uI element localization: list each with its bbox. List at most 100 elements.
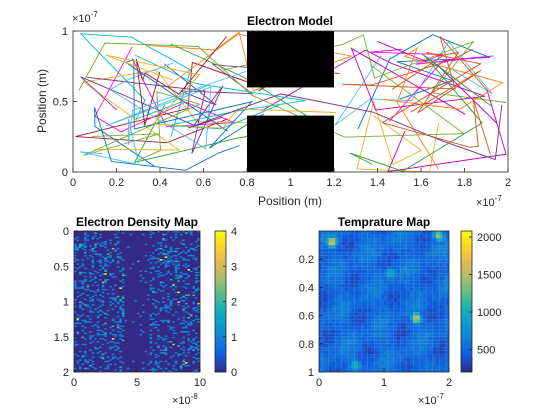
temperature-cell <box>393 343 398 348</box>
temperature-cell <box>413 368 417 373</box>
density-cell <box>116 242 120 244</box>
temperature-cell <box>384 255 388 260</box>
density-cell <box>109 273 112 275</box>
temperature-cell <box>377 333 381 337</box>
density-cell <box>144 350 148 353</box>
colorbar-segment <box>215 238 226 241</box>
temperature-cell <box>387 287 391 291</box>
temperature-cell <box>380 248 385 253</box>
density-cell <box>74 343 77 346</box>
density-cell <box>157 364 160 367</box>
density-cell <box>192 319 196 322</box>
temperature-cell <box>380 266 385 270</box>
colorbar-segment <box>461 369 472 373</box>
temperature-cell <box>416 308 420 313</box>
temperature-cell <box>416 234 420 239</box>
colorbar-segment <box>215 325 226 328</box>
density-cell <box>89 342 92 344</box>
density-cell <box>182 322 185 325</box>
temperature-cell <box>397 290 401 295</box>
electron-model-ylabel: Position (m) <box>35 69 49 133</box>
temperature-cell <box>423 361 427 365</box>
density-cell <box>74 245 77 247</box>
density-cell <box>164 305 168 308</box>
temperature-cell <box>364 301 368 306</box>
temperature-cell <box>374 241 378 246</box>
temperature-cell <box>348 297 352 302</box>
density-cell <box>167 260 170 263</box>
temperature-cell <box>436 245 440 249</box>
x-tick-label: 0 <box>71 377 77 389</box>
density-cell <box>174 298 178 301</box>
temperature-cell <box>403 262 407 267</box>
temperature-cell <box>341 259 346 263</box>
temperature-cell <box>442 238 446 242</box>
temperature-cell <box>335 364 339 369</box>
density-cell <box>89 271 92 274</box>
temperature-cell <box>445 326 450 330</box>
temperature-cell <box>322 297 326 302</box>
colorbar-segment <box>461 362 472 366</box>
temperature-cell <box>358 259 362 263</box>
temperature-cell <box>416 252 420 256</box>
colorbar-segment <box>215 343 226 347</box>
temperature-cell <box>325 245 329 249</box>
density-cell <box>154 307 158 309</box>
density-cell <box>89 318 92 320</box>
temperature-cell <box>354 305 359 309</box>
density-cell <box>152 318 155 320</box>
temperature-cell <box>436 255 440 260</box>
colorbar-segment <box>215 360 226 363</box>
temperature-cell <box>416 326 420 330</box>
temperature-cell <box>410 329 414 334</box>
density-cell <box>111 259 115 261</box>
temperature-cell <box>361 287 365 291</box>
temperature-cell <box>338 354 342 358</box>
temperature-cell <box>413 290 417 295</box>
temperature-cell <box>345 276 349 281</box>
density-cell <box>144 243 148 246</box>
temperature-cell <box>354 262 359 267</box>
temperature-cell <box>419 280 424 284</box>
density-cell <box>94 232 97 234</box>
temperature-cell <box>371 255 375 260</box>
temperature-cell <box>442 301 446 306</box>
temperature-cell <box>328 340 333 344</box>
temperature-cell <box>328 248 333 253</box>
electron-trajectory <box>334 40 493 126</box>
density-cell <box>74 305 77 308</box>
temperature-cell <box>416 305 420 309</box>
density-cell <box>169 278 173 281</box>
temperature-cell <box>406 354 411 358</box>
temperature-cell <box>390 322 394 327</box>
density-cell <box>96 260 100 263</box>
temperature-cell <box>364 280 368 284</box>
temperature-cell <box>419 319 424 323</box>
density-cell <box>149 342 153 344</box>
temperature-cell <box>442 336 446 341</box>
temperature-cell <box>413 336 417 341</box>
temperature-cell <box>374 259 378 263</box>
temperature-cell <box>429 340 433 344</box>
temperature-cell <box>319 245 323 249</box>
density-cell <box>116 236 120 239</box>
density-cell <box>81 314 85 316</box>
density-cell <box>74 283 77 285</box>
temperature-cell <box>423 234 427 239</box>
temperature-cell <box>426 350 430 355</box>
x-tick-label: 0.8 <box>239 177 254 189</box>
density-cell <box>152 277 155 279</box>
temperature-cell <box>445 255 450 260</box>
temperature-cell <box>390 255 394 260</box>
temperature-cell <box>380 241 385 246</box>
temperature-cell <box>354 329 359 334</box>
temperature-cell <box>328 312 333 316</box>
density-cell <box>106 278 110 281</box>
temperature-cell <box>358 312 362 316</box>
density-cell <box>167 311 170 313</box>
temperature-cell <box>390 333 394 337</box>
temperature-cell <box>400 340 404 344</box>
density-cell <box>154 257 158 260</box>
temperature-cell <box>403 283 407 288</box>
temperature-cell <box>371 312 375 316</box>
